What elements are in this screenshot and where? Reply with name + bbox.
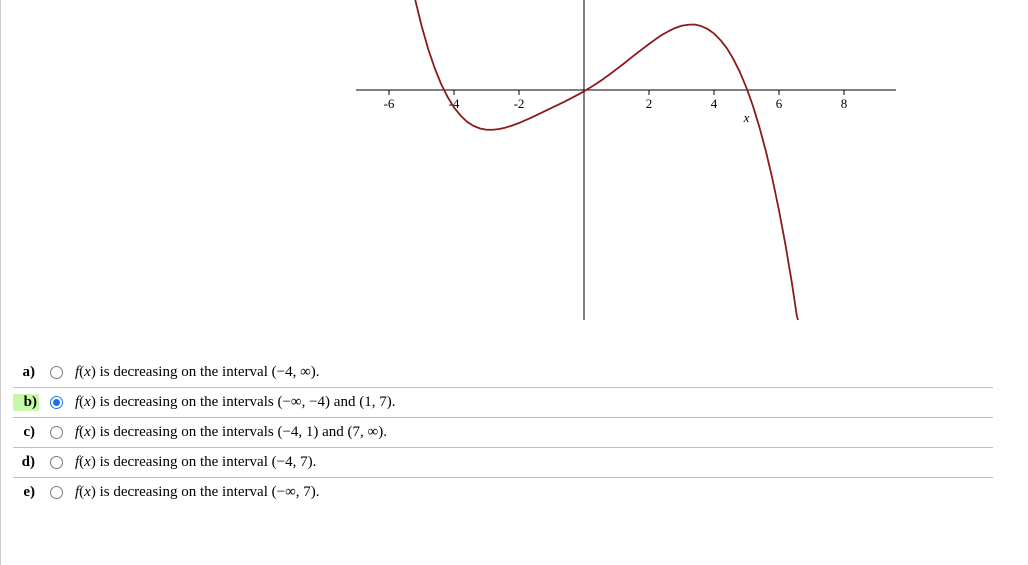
answer-row-e: e) f(x) is decreasing on the interval (−∞… [13, 477, 993, 507]
answer-radio-e[interactable] [45, 486, 67, 499]
radio-icon [50, 366, 63, 379]
x-axis-label: x [743, 110, 750, 125]
answer-text: f(x) is decreasing on the interval (−4, … [73, 364, 993, 381]
answer-letter: d) [13, 454, 39, 471]
answer-letter: a) [13, 364, 39, 381]
answer-row-a: a) f(x) is decreasing on the interval (−4… [13, 358, 993, 387]
x-tick-label: 6 [776, 96, 783, 111]
radio-icon [50, 426, 63, 439]
page-root: -6-4-22468x a)f(x) is decreasing on the … [0, 0, 1028, 565]
answer-text: f(x) is decreasing on the interval (−∞, … [73, 484, 993, 501]
radio-icon [50, 486, 63, 499]
answer-radio-c[interactable] [45, 426, 67, 439]
radio-icon [50, 456, 63, 469]
x-tick-label: 2 [646, 96, 653, 111]
x-tick-label: -6 [384, 96, 395, 111]
x-tick-label: 4 [711, 96, 718, 111]
answer-text: f(x) is decreasing on the intervals (−∞,… [73, 394, 993, 411]
answer-row-c: c) f(x) is decreasing on the intervals (−… [13, 417, 993, 447]
answer-text: f(x) is decreasing on the interval (−4, … [73, 454, 993, 471]
answer-list: a) f(x) is decreasing on the interval (−4… [13, 358, 993, 507]
chart-container: -6-4-22468x [356, 0, 896, 325]
radio-icon [50, 396, 63, 409]
function-curve [415, 0, 799, 320]
answer-radio-a[interactable] [45, 366, 67, 379]
answer-radio-d[interactable] [45, 456, 67, 469]
x-tick-label: -2 [514, 96, 525, 111]
answer-row-b: b) f(x) is decreasing on the intervals (−… [13, 387, 993, 417]
answer-radio-b[interactable] [45, 396, 67, 409]
x-tick-label: 8 [841, 96, 848, 111]
function-graph: -6-4-22468x [356, 0, 896, 320]
answer-letter: b) [13, 394, 39, 411]
answer-letter: e) [13, 484, 39, 501]
answer-letter: c) [13, 424, 39, 441]
answer-text: f(x) is decreasing on the intervals (−4,… [73, 424, 993, 441]
answer-row-d: d) f(x) is decreasing on the interval (−4… [13, 447, 993, 477]
